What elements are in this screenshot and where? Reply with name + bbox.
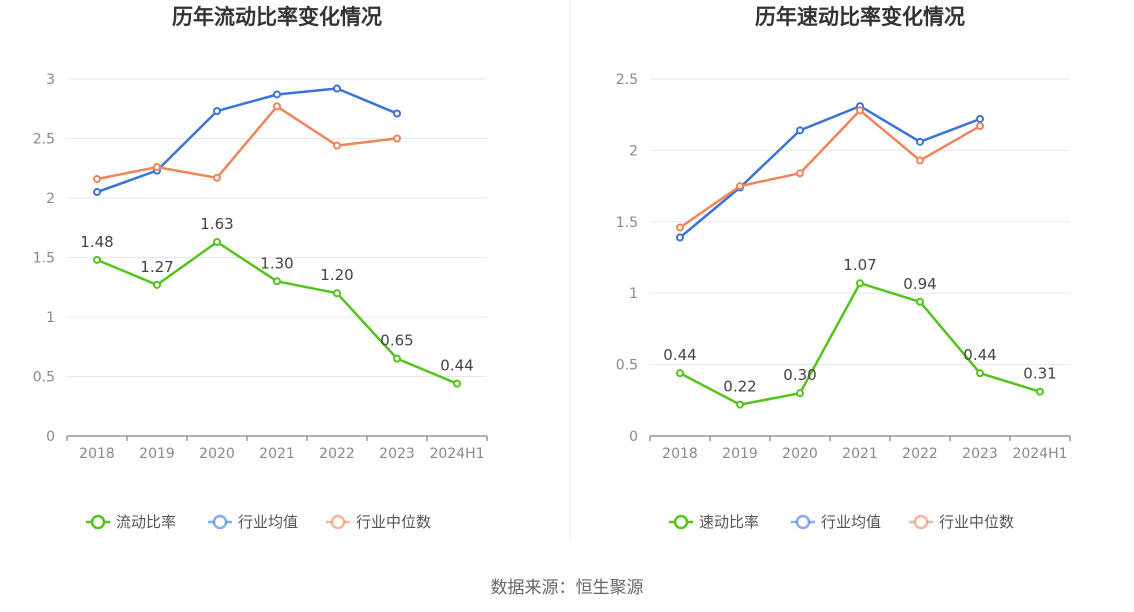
data-point-median (676, 223, 684, 232)
data-point-median (333, 141, 341, 150)
y-tick-label: 0 (629, 429, 638, 445)
data-point-main (736, 400, 744, 409)
y-tick-label: 1.5 (33, 251, 55, 267)
data-point-main (153, 280, 161, 289)
series-line-avg (679, 104, 981, 239)
data-point-main (976, 369, 984, 378)
legend-marker (212, 514, 228, 530)
data-label: 0.44 (963, 346, 996, 364)
data-point-main (796, 389, 804, 398)
data-label: 1.63 (200, 215, 233, 233)
x-tick-label: 2020 (199, 446, 235, 462)
data-point-main (1036, 387, 1044, 396)
data-point-avg (676, 233, 684, 242)
data-label: 0.22 (723, 378, 756, 396)
data-point-main (856, 279, 864, 288)
data-label: 0.94 (903, 275, 936, 293)
data-point-main (213, 238, 221, 247)
y-tick-label: 2.5 (616, 72, 638, 88)
data-point-median (273, 102, 281, 111)
data-label: 1.20 (320, 266, 353, 284)
x-tick-label: 2021 (842, 446, 878, 462)
data-point-main (916, 297, 924, 306)
data-point-median (213, 173, 221, 182)
data-label: 1.07 (843, 256, 876, 274)
current-ratio-chart: 历年流动比率变化情况 0 0.5 1 1.5 2 2.5 3 2018 2019 2020 2021 2… (33, 5, 488, 531)
data-point-avg (916, 137, 924, 146)
x-tick-label: 2019 (722, 446, 758, 462)
data-point-main (333, 289, 341, 298)
data-label: 1.48 (80, 233, 113, 251)
data-point-avg (333, 84, 341, 93)
x-tick-label: 2024H1 (429, 446, 484, 462)
legend-marker (673, 514, 689, 530)
y-tick-label: 2 (629, 143, 638, 159)
y-tick-label: 3 (46, 72, 55, 88)
data-point-main (676, 369, 684, 378)
data-point-median (153, 163, 161, 172)
y-tick-label: 1 (629, 286, 638, 302)
y-tick-label: 0.5 (33, 370, 55, 386)
data-point-avg (393, 109, 401, 118)
data-point-median (736, 182, 744, 191)
data-point-median (916, 156, 924, 165)
data-label: 0.31 (1023, 365, 1056, 383)
legend-label: 行业中位数 (356, 513, 431, 531)
series-line-median (96, 105, 398, 181)
x-tick-label: 2018 (662, 446, 698, 462)
x-tick-label: 2023 (962, 446, 998, 462)
x-tick-label: 2023 (379, 446, 415, 462)
data-label: 0.44 (663, 346, 696, 364)
data-point-main (393, 354, 401, 363)
x-tick-label: 2021 (259, 446, 295, 462)
legend-label: 流动比率 (116, 513, 176, 531)
x-tick-label: 2022 (319, 446, 355, 462)
legend-label: 速动比率 (699, 513, 759, 531)
y-tick-label: 2.5 (33, 132, 55, 148)
data-point-main (453, 379, 461, 388)
legend-label: 行业均值 (821, 513, 881, 531)
data-point-median (856, 106, 864, 115)
x-tick-label: 2024H1 (1012, 446, 1067, 462)
series-line-median (679, 109, 981, 229)
data-point-median (393, 134, 401, 143)
data-point-avg (213, 107, 221, 116)
data-label: 0.44 (440, 357, 473, 375)
chart-title: 历年速动比率变化情况 (755, 5, 965, 29)
data-point-median (976, 122, 984, 131)
data-point-avg (93, 188, 101, 197)
x-tick-label: 2019 (139, 446, 175, 462)
y-tick-label: 1.5 (616, 215, 638, 231)
data-point-avg (796, 126, 804, 135)
legend-marker (795, 514, 811, 530)
series-line-avg (96, 87, 398, 194)
data-label: 1.27 (140, 258, 173, 276)
data-label: 0.30 (783, 366, 816, 384)
chart-title: 历年流动比率变化情况 (172, 5, 382, 29)
legend-marker (913, 514, 929, 530)
data-point-median (93, 174, 101, 183)
data-label: 0.65 (380, 332, 413, 350)
y-tick-label: 1 (46, 310, 55, 326)
x-tick-label: 2020 (782, 446, 818, 462)
legend-marker (330, 514, 346, 530)
data-source-note: 数据来源：恒生聚源 (490, 578, 644, 598)
data-point-main (273, 277, 281, 286)
y-tick-label: 0.5 (616, 358, 638, 374)
x-tick-label: 2018 (79, 446, 115, 462)
y-tick-label: 0 (46, 429, 55, 445)
x-tick-label: 2022 (902, 446, 938, 462)
data-point-main (93, 255, 101, 264)
data-point-median (796, 169, 804, 178)
y-tick-label: 2 (46, 191, 55, 207)
legend-label: 行业均值 (238, 513, 298, 531)
data-point-avg (976, 114, 984, 123)
data-label: 1.30 (260, 254, 293, 272)
legend-label: 行业中位数 (939, 513, 1014, 531)
legend-marker (90, 514, 106, 530)
quick-ratio-chart: 历年速动比率变化情况 0 0.5 1 1.5 2 2.5 2018 2019 2020 2021 20… (616, 5, 1071, 531)
data-point-avg (273, 90, 281, 99)
